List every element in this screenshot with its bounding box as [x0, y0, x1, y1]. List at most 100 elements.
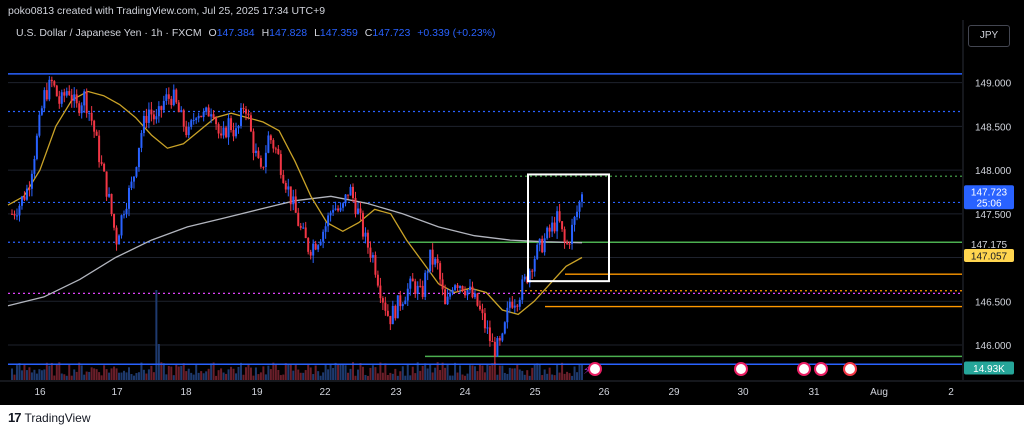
candle-body [349, 186, 352, 196]
time-tick-label: Aug [870, 387, 888, 398]
volume-bar [404, 375, 407, 380]
volume-bar [284, 363, 287, 380]
candle-body [456, 285, 459, 288]
volume-bar [259, 372, 262, 380]
highlight-box[interactable] [527, 173, 610, 283]
volume-bar [220, 368, 223, 380]
volume-bar [292, 370, 295, 380]
candle-body [576, 211, 579, 217]
volume-bar [18, 363, 21, 380]
time-tick-label: 18 [180, 387, 192, 398]
volume-bar [140, 362, 143, 380]
candle-body [302, 227, 305, 229]
candle-body [257, 150, 260, 159]
volume-bar [43, 369, 46, 380]
volume-bar [536, 363, 539, 380]
high-value: 147.828 [269, 27, 308, 39]
volume-bar [197, 372, 200, 380]
close-label: C [364, 27, 373, 39]
volume-bar [431, 372, 434, 380]
footer-brand[interactable]: 17 TradingView [8, 410, 91, 425]
candle-body [225, 127, 228, 138]
volume-bar [374, 367, 377, 380]
volume-bar [118, 372, 121, 380]
candle-body [98, 135, 101, 163]
volume-bar [439, 370, 442, 380]
volume-bar [225, 373, 228, 380]
volume-bar [416, 362, 419, 380]
candle-body [23, 196, 26, 200]
low-label: L [314, 27, 320, 39]
candle-body [95, 131, 98, 136]
candle-body [508, 301, 511, 308]
symbol-name[interactable]: U.S. Dollar / Japanese Yen · 1h · FXCM [16, 27, 202, 39]
volume-bar [232, 368, 235, 380]
volume-bar [496, 374, 499, 380]
candle-body [152, 114, 155, 120]
candle-body [546, 227, 549, 239]
candle-body [481, 309, 484, 314]
candle-body [344, 194, 347, 204]
level1-tag: 147.175 [971, 240, 1008, 251]
volume-bar [132, 375, 135, 380]
event-icons[interactable]: ⚡ [583, 362, 857, 377]
volume-bar [391, 373, 394, 380]
volume-bar [571, 375, 574, 380]
last-price-tag [964, 185, 1014, 210]
candlesticks [11, 76, 583, 365]
candle-body [137, 147, 140, 168]
price-chart[interactable]: ⚡ 149.000148.500148.000147.500147.000146… [0, 0, 1024, 405]
volume-bar [55, 364, 58, 380]
volume-bar [553, 375, 556, 380]
time-axis[interactable]: 16 17 18 19 22 23 24 25 26 29 30 31 Aug 2 [0, 380, 1024, 398]
volume-bar [160, 362, 163, 380]
volume-bar [454, 362, 457, 380]
volume-tag: 14.93K [973, 364, 1005, 375]
candle-body [528, 270, 531, 283]
volume-bar [192, 374, 195, 380]
time-tick-label: 31 [808, 387, 820, 398]
candle-body [75, 94, 78, 104]
price-axis[interactable]: 149.000148.500148.000147.500147.000146.5… [962, 20, 1014, 380]
candle-body [371, 255, 374, 258]
candle-body [573, 216, 576, 225]
candle-body [429, 249, 432, 272]
candle-body [518, 299, 521, 307]
candle-body [93, 120, 96, 132]
volume-bar [486, 364, 489, 380]
currency-button[interactable]: JPY [968, 25, 1010, 47]
candle-body [242, 107, 245, 110]
candle-body [120, 215, 123, 236]
volume-bar [508, 367, 511, 380]
candle-body [222, 127, 225, 136]
volume-bar [35, 373, 38, 380]
volume-bar [513, 368, 516, 380]
candle-body [220, 133, 223, 136]
candle-body [289, 186, 292, 205]
candle-body [426, 271, 429, 273]
volume-bar [80, 365, 83, 380]
candle-body [449, 293, 452, 297]
candle-body [277, 148, 280, 155]
volume-bar [568, 373, 571, 380]
footer-brand-label: TradingView [24, 410, 91, 425]
candle-body [317, 245, 320, 250]
volume-bar [63, 374, 66, 380]
candle-body [548, 227, 551, 232]
volume-bar [105, 369, 108, 380]
candle-body [299, 225, 302, 228]
candle-body [354, 198, 357, 215]
candle-body [132, 176, 135, 182]
candle-body [369, 247, 372, 258]
candle-body [327, 215, 330, 227]
candle-body [108, 193, 111, 197]
candle-body [431, 249, 434, 265]
price-tick-label: 146.000 [975, 341, 1012, 352]
candle-body [394, 305, 397, 319]
candle-body [309, 251, 312, 256]
volume-bar [546, 373, 549, 380]
candle-body [493, 341, 496, 357]
volume-bar [538, 364, 541, 380]
volume-bar [429, 364, 432, 380]
volume-bar [90, 367, 93, 380]
